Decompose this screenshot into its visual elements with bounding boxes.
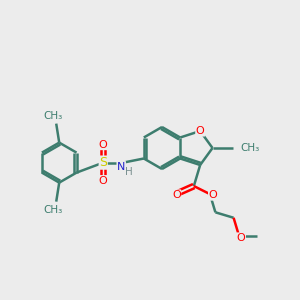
Text: N: N — [117, 162, 125, 172]
Text: CH₃: CH₃ — [44, 111, 63, 121]
Text: O: O — [196, 126, 205, 136]
Text: O: O — [172, 190, 181, 200]
Text: O: O — [208, 190, 217, 200]
Text: O: O — [99, 176, 108, 186]
Text: O: O — [237, 233, 245, 243]
Text: H: H — [125, 167, 133, 177]
Text: CH₃: CH₃ — [44, 205, 63, 214]
Text: O: O — [99, 140, 108, 150]
Text: CH₃: CH₃ — [241, 143, 260, 153]
Text: S: S — [99, 156, 107, 169]
